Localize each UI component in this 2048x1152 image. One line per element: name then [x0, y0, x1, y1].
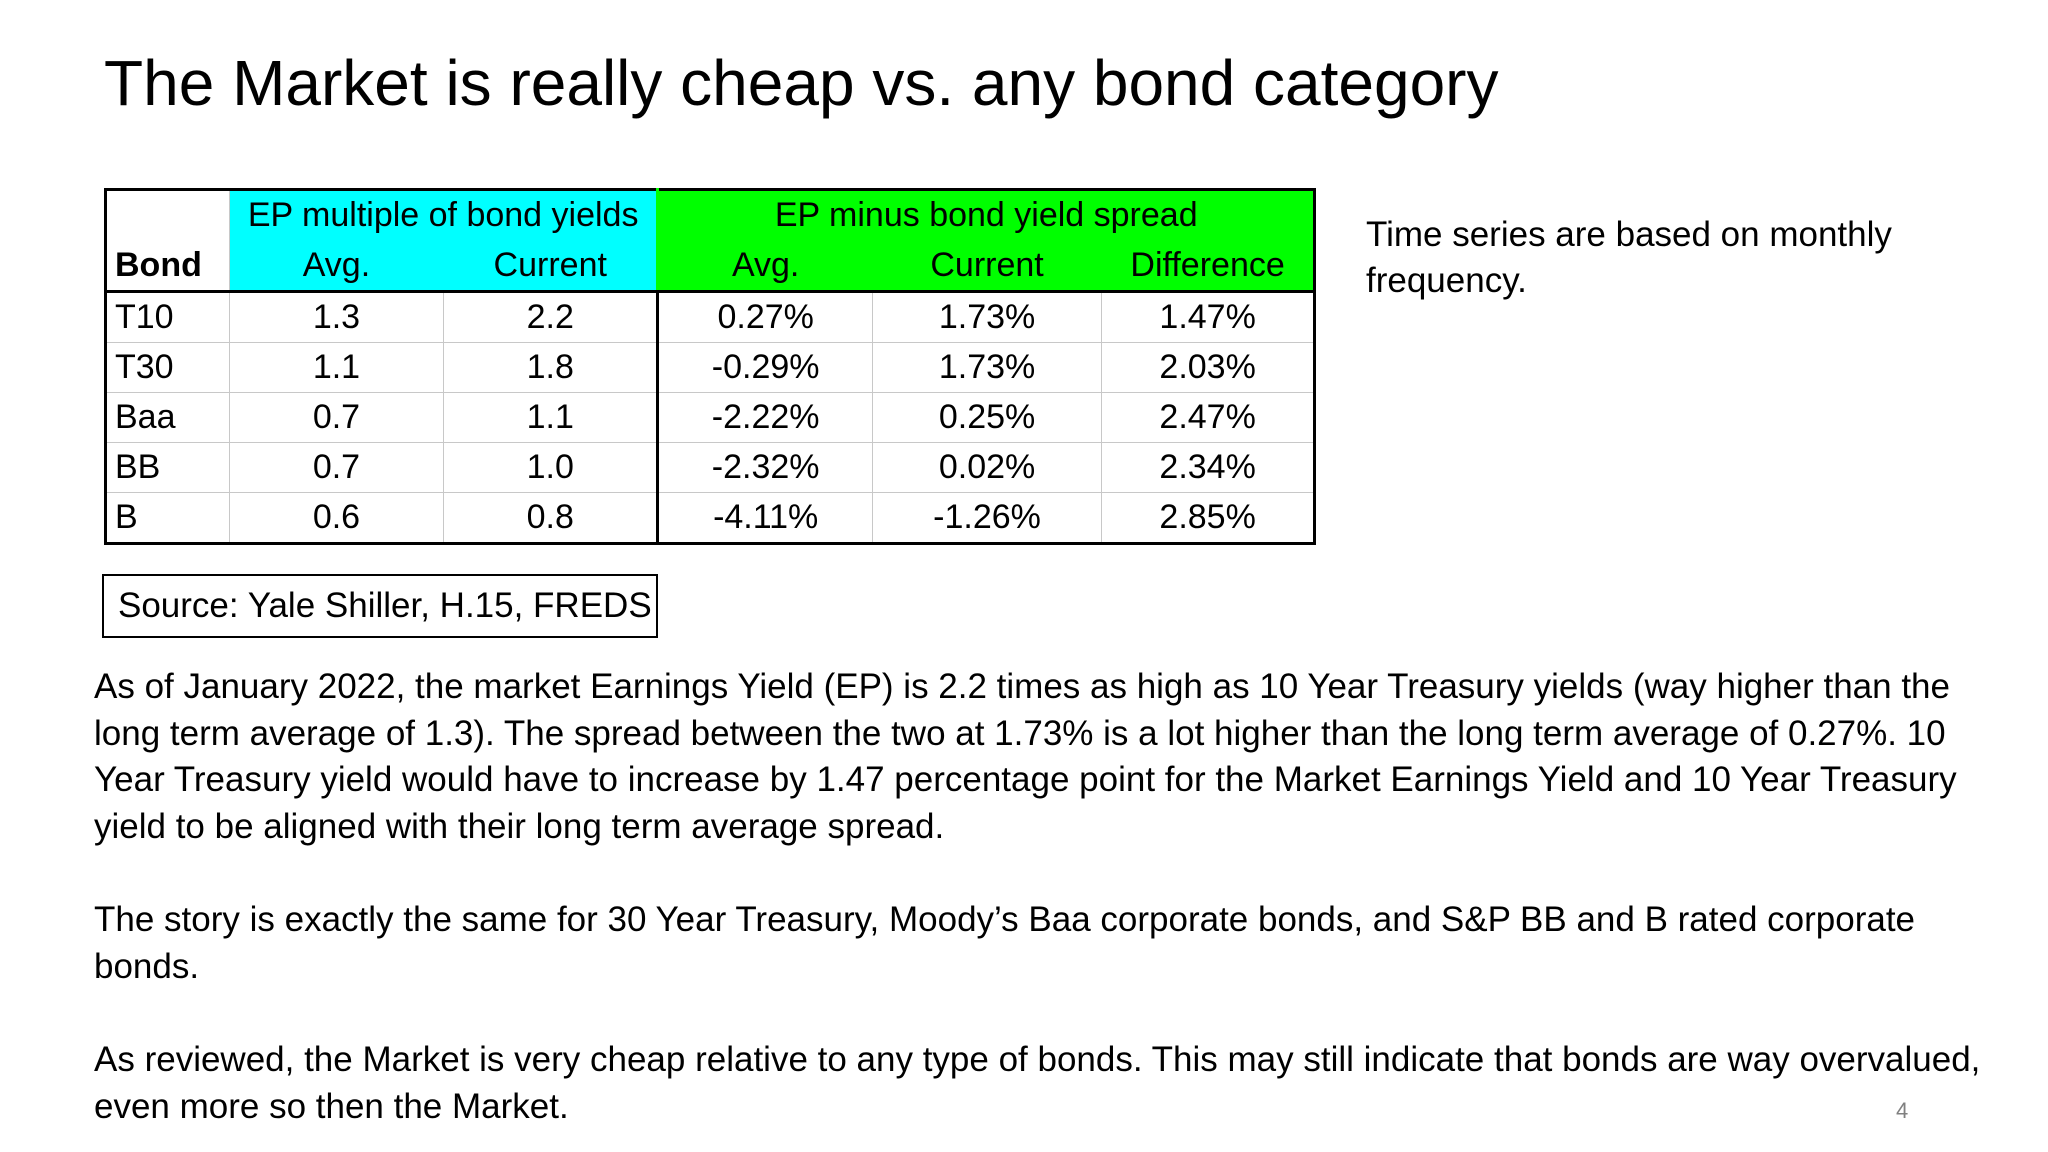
difference-cell: 2.03%: [1101, 342, 1315, 393]
table-row: B 0.6 0.8 -4.11% -1.26% 2.85%: [105, 492, 1315, 544]
bond-cell: Baa: [105, 392, 230, 443]
current-spread-cell: 0.02%: [871, 442, 1103, 493]
current-spread-cell: 0.25%: [871, 392, 1103, 443]
difference-cell: 1.47%: [1101, 291, 1315, 343]
bond-cell: BB: [105, 442, 230, 493]
page-number: 4: [1896, 1098, 1909, 1123]
body-paragraph: The story is exactly the same for 30 Yea…: [94, 900, 1916, 986]
current-spread-cell: 1.73%: [871, 291, 1103, 343]
group-header-row: EP multiple of bond yields EP minus bond…: [105, 189, 1315, 241]
avg-multiple-cell: 1.3: [228, 291, 445, 343]
column-header-difference: Difference: [1101, 240, 1315, 293]
body-paragraph: As reviewed, the Market is very cheap re…: [94, 1040, 1981, 1126]
bond-cell: T30: [105, 342, 230, 393]
avg-multiple-cell: 0.7: [228, 442, 445, 493]
current-multiple-cell: 1.0: [443, 442, 659, 493]
avg-multiple-cell: 0.6: [228, 492, 445, 544]
table-row: BB 0.7 1.0 -2.32% 0.02% 2.34%: [105, 442, 1315, 493]
current-multiple-cell: 1.8: [443, 342, 659, 393]
difference-cell: 2.47%: [1101, 392, 1315, 443]
current-multiple-cell: 2.2: [443, 291, 659, 343]
difference-cell: 2.85%: [1101, 492, 1315, 544]
column-header-current-spread: Current: [871, 240, 1103, 293]
current-spread-cell: -1.26%: [871, 492, 1103, 544]
bond-comparison-table: EP multiple of bond yields EP minus bond…: [104, 188, 1316, 545]
table-row: T30 1.1 1.8 -0.29% 1.73% 2.03%: [105, 342, 1315, 393]
avg-multiple-cell: 0.7: [228, 392, 445, 443]
column-header-bond: Bond: [105, 240, 230, 293]
current-multiple-cell: 0.8: [443, 492, 659, 544]
avg-spread-cell: -2.22%: [656, 392, 873, 443]
table-row: Baa 0.7 1.1 -2.22% 0.25% 2.47%: [105, 392, 1315, 443]
group-header-spread: EP minus bond yield spread: [656, 189, 1315, 241]
column-header-current-multiple: Current: [443, 240, 659, 293]
empty-header-cell: [105, 189, 230, 241]
source-note: Source: Yale Shiller, H.15, FREDS: [102, 574, 658, 638]
current-multiple-cell: 1.1: [443, 392, 659, 443]
column-header-avg-spread: Avg.: [656, 240, 873, 293]
slide-title: The Market is really cheap vs. any bond …: [104, 47, 1499, 119]
difference-cell: 2.34%: [1101, 442, 1315, 493]
avg-spread-cell: -4.11%: [656, 492, 873, 544]
group-header-multiple: EP multiple of bond yields: [228, 189, 659, 241]
table-row: T10 1.3 2.2 0.27% 1.73% 1.47%: [105, 291, 1315, 343]
bond-cell: B: [105, 492, 230, 544]
bond-cell: T10: [105, 291, 230, 343]
avg-spread-cell: 0.27%: [656, 291, 873, 343]
current-spread-cell: 1.73%: [871, 342, 1103, 393]
avg-multiple-cell: 1.1: [228, 342, 445, 393]
column-header-avg-multiple: Avg.: [228, 240, 445, 293]
body-paragraph: As of January 2022, the market Earnings …: [94, 667, 1957, 846]
frequency-note: Time series are based on monthly frequen…: [1366, 215, 1892, 300]
avg-spread-cell: -0.29%: [656, 342, 873, 393]
avg-spread-cell: -2.32%: [656, 442, 873, 493]
column-header-row: Bond Avg. Current Avg. Current Differenc…: [105, 240, 1315, 293]
